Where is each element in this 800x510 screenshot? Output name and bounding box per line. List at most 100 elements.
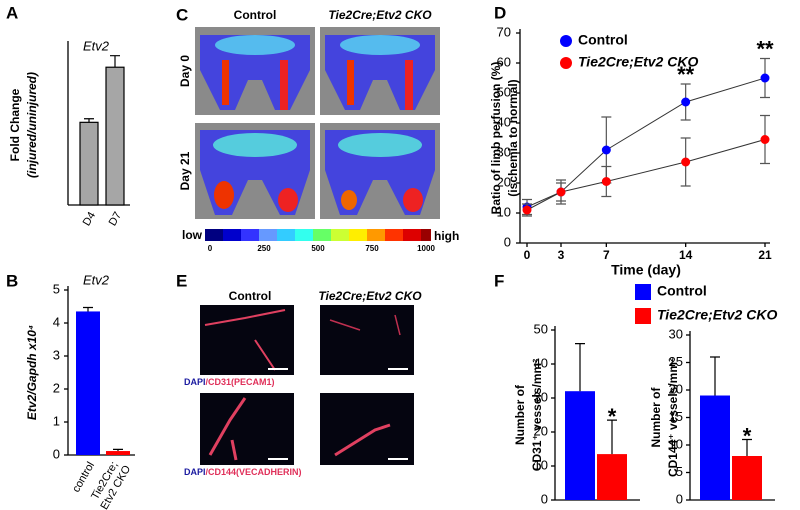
error-bar [110, 55, 120, 68]
image [320, 27, 440, 115]
image [195, 27, 315, 115]
column-label: Tie2Cre;Etv2 CKO [328, 8, 432, 22]
panel-letter: B [6, 271, 18, 290]
error-bar [113, 448, 123, 452]
y-tick-label: 60 [497, 54, 511, 69]
legend-swatch [635, 284, 651, 300]
chart-title: Etv2 [83, 272, 110, 287]
panel-letter: F [494, 271, 504, 290]
y-axis-label: CD144⁺ vessels/mm² [666, 358, 680, 477]
legend-marker [560, 35, 572, 47]
bar [105, 66, 125, 206]
bar [79, 121, 99, 206]
error-bar [710, 356, 720, 396]
error-bar [601, 116, 612, 184]
y-axis-label: Number of [513, 384, 527, 445]
y-axis-label: Etv2/Gapdh x10⁴ [25, 325, 39, 420]
error-bar [83, 306, 93, 312]
perfusion-images [195, 27, 440, 241]
caption-part: DAPI [184, 467, 206, 477]
annotation: * [608, 404, 617, 429]
image [200, 305, 294, 375]
caption: DAPI/CD31(PECAM1) [184, 377, 275, 387]
y-tick-label: 30 [534, 389, 548, 404]
data-point [556, 187, 566, 197]
bar [565, 391, 595, 500]
chart-title: Etv2 [83, 38, 110, 53]
y-tick-label: 20 [534, 423, 548, 438]
x-tick-label: 7 [603, 248, 610, 262]
panel-letter: E [176, 271, 187, 290]
data-point [601, 145, 611, 155]
legend-label: Control [657, 283, 707, 299]
bar [597, 454, 627, 500]
y-tick-label: 2 [53, 380, 60, 395]
x-axis-label: Time (day) [611, 262, 681, 278]
data-point [601, 177, 611, 186]
y-tick-label: 40 [534, 355, 548, 370]
bar [76, 311, 100, 455]
y-tick-label: 25 [669, 354, 683, 369]
legend-swatch [635, 308, 651, 324]
column-label: Control [229, 289, 272, 303]
colorbar-tick: 0 [208, 244, 213, 253]
data-point [760, 73, 770, 83]
error-bar [742, 438, 752, 456]
legend-label: Control [578, 32, 628, 48]
y-tick-label: 20 [497, 174, 511, 189]
error-bar [680, 137, 691, 187]
caption-part: DAPI [184, 377, 206, 387]
y-tick-label: 5 [53, 281, 60, 296]
y-tick-label: 30 [497, 144, 511, 159]
series-line [526, 139, 766, 211]
y-tick-label: 20 [669, 381, 683, 396]
column-label: Tie2Cre;Etv2 CKO [318, 289, 422, 303]
data-point [522, 205, 532, 215]
image [320, 305, 414, 375]
error-bar [760, 114, 770, 165]
colorbar [205, 229, 431, 241]
y-tick-label: 0 [676, 491, 683, 506]
microscopy-images [200, 305, 414, 465]
panel-letter: A [6, 3, 18, 22]
y-axis-label: CD31⁺ vessels/mm² [530, 359, 544, 471]
error-bar [760, 57, 770, 99]
y-tick-label: 5 [676, 464, 683, 479]
error-bar [84, 118, 94, 123]
annotation: ** [677, 62, 695, 87]
y-tick-label: 10 [497, 204, 511, 219]
bar [732, 456, 762, 500]
y-tick-label: 10 [534, 457, 548, 472]
y-tick-label: 3 [53, 347, 60, 362]
y-tick-label: 40 [497, 114, 511, 129]
colorbar-tick: 250 [257, 244, 271, 253]
caption-part: /CD144(VECADHERIN) [206, 467, 302, 477]
x-tick-label: 0 [524, 248, 531, 262]
y-tick-label: 50 [534, 321, 548, 336]
image [320, 393, 414, 465]
y-tick-label: 15 [669, 409, 683, 424]
series-line [526, 77, 766, 208]
error-bar [575, 343, 585, 392]
y-tick-label: 0 [53, 446, 60, 461]
caption: DAPI/CD144(VECADHERIN) [184, 467, 302, 477]
y-axis-label: Ratio of limb perfusion (%) [489, 62, 503, 215]
error-bar [680, 83, 691, 121]
image [200, 393, 294, 465]
x-tick-label: 3 [558, 248, 565, 262]
colorbar-low: low [182, 228, 203, 242]
x-tick-label: 14 [679, 248, 693, 262]
data-point [681, 157, 691, 167]
x-tick-label: D4 [81, 210, 98, 228]
annotation: * [743, 423, 752, 448]
legend-marker [560, 57, 572, 69]
bar [106, 451, 130, 455]
error-bar [556, 179, 566, 205]
error-bar [601, 165, 612, 198]
data-point [681, 97, 691, 107]
data-point [760, 135, 770, 144]
row-label: Day 0 [178, 55, 192, 87]
image [195, 123, 315, 219]
y-tick-label: 4 [53, 314, 60, 329]
